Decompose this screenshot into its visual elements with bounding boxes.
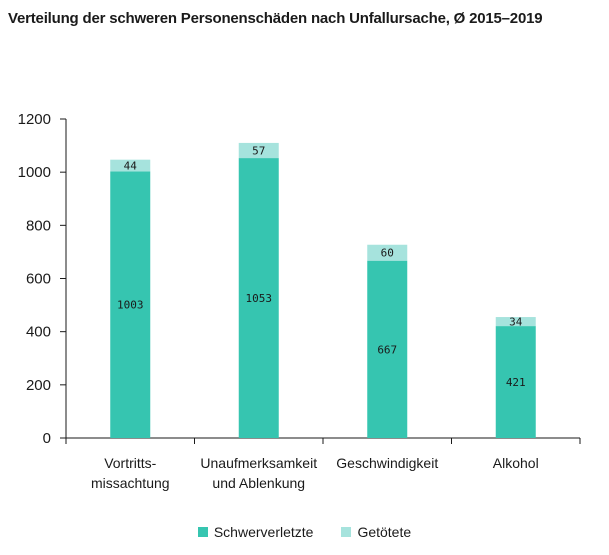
data-label-killed: 60 xyxy=(381,247,394,260)
y-tick-label: 800 xyxy=(26,217,51,234)
x-category-label-line: Unaufmerksamkeit xyxy=(200,455,317,471)
bar-killed xyxy=(495,317,536,327)
legend-label-killed: Getötete xyxy=(357,524,412,540)
bar-killed xyxy=(367,244,408,261)
x-category-label-line: missachtung xyxy=(91,475,170,491)
data-label-severe: 667 xyxy=(377,343,397,356)
y-tick-label: 0 xyxy=(43,430,51,447)
bar-severe xyxy=(495,326,536,438)
chart-title: Verteilung der schweren Personenschäden … xyxy=(8,10,543,27)
x-category-label: Alkohol xyxy=(493,455,539,471)
y-tick-label: 200 xyxy=(26,377,51,394)
legend-swatch-killed xyxy=(341,527,352,537)
x-category-label-line: Alkohol xyxy=(493,455,539,471)
legend-swatch-severe xyxy=(197,527,208,537)
bar-severe xyxy=(367,260,408,438)
x-category-label: Geschwindigkeit xyxy=(336,455,438,471)
y-tick-label: 1000 xyxy=(18,164,51,181)
legend-item-killed: Getötete xyxy=(341,524,411,540)
data-label-killed: 44 xyxy=(124,160,138,173)
data-label-severe: 1053 xyxy=(246,292,273,305)
data-label-killed: 34 xyxy=(509,316,523,329)
y-tick-label: 1200 xyxy=(18,111,51,128)
data-label-killed: 57 xyxy=(252,145,265,158)
legend-label-severe: Schwerverletzte xyxy=(213,524,314,540)
x-category-label-line: Geschwindigkeit xyxy=(336,455,438,471)
bar-killed xyxy=(238,142,279,159)
bar-severe xyxy=(110,171,151,438)
bar-killed xyxy=(110,159,151,172)
bar-severe xyxy=(238,158,279,438)
x-category-label: Unaufmerksamkeit und Ablenkung xyxy=(200,455,317,491)
legend: Schwerverletzte Getötete xyxy=(0,524,609,540)
x-category-label-line: und Ablenkung xyxy=(212,475,305,491)
y-tick-label: 400 xyxy=(26,324,51,341)
x-category-label: Vortritts-missachtung xyxy=(91,455,170,491)
data-label-severe: 421 xyxy=(506,376,526,389)
legend-item-severe: Schwerverletzte xyxy=(197,524,314,540)
stacked-bar-chart: 0 200 400 600 800 1000 1200 1003 44 Vortritts-mis… xyxy=(18,111,581,491)
x-category-label-line: Vortritts- xyxy=(104,455,156,471)
y-tick-label: 600 xyxy=(26,271,51,288)
data-label-severe: 1003 xyxy=(117,299,144,312)
